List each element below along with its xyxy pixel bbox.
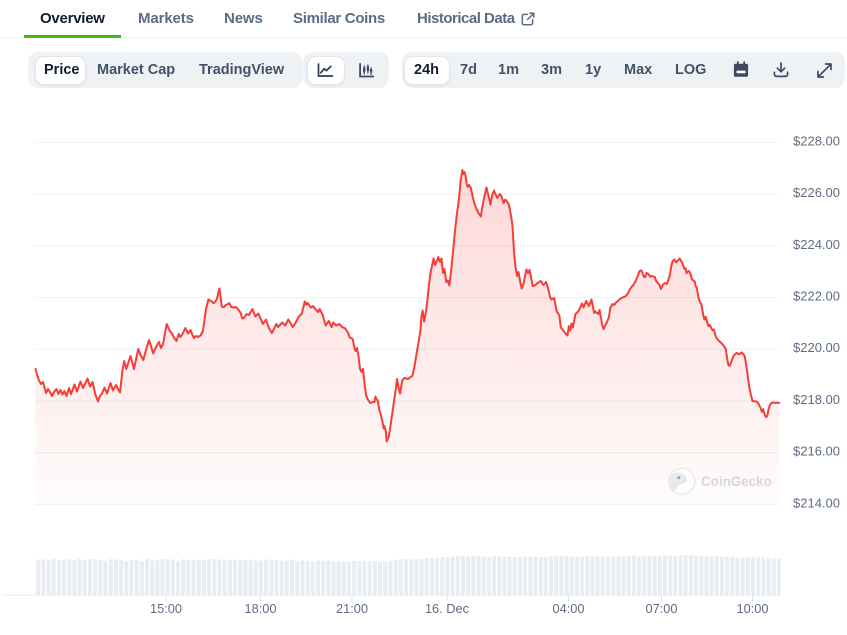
- svg-text:CoinGecko: CoinGecko: [701, 474, 772, 489]
- svg-text:07:00: 07:00: [645, 601, 677, 616]
- svg-text:04:00: 04:00: [552, 601, 584, 616]
- svg-text:$226.00: $226.00: [793, 185, 840, 200]
- svg-text:$228.00: $228.00: [793, 133, 840, 148]
- svg-text:16. Dec: 16. Dec: [425, 601, 470, 616]
- svg-text:21:00: 21:00: [336, 601, 368, 616]
- svg-text:$214.00: $214.00: [793, 495, 840, 510]
- svg-text:$224.00: $224.00: [793, 237, 840, 252]
- svg-text:$222.00: $222.00: [793, 289, 840, 304]
- svg-text:$220.00: $220.00: [793, 340, 840, 355]
- svg-text:$218.00: $218.00: [793, 392, 840, 407]
- svg-text:15:00: 15:00: [150, 601, 182, 616]
- svg-text:10:00: 10:00: [736, 601, 768, 616]
- svg-text:$216.00: $216.00: [793, 444, 840, 459]
- svg-text:18:00: 18:00: [244, 601, 276, 616]
